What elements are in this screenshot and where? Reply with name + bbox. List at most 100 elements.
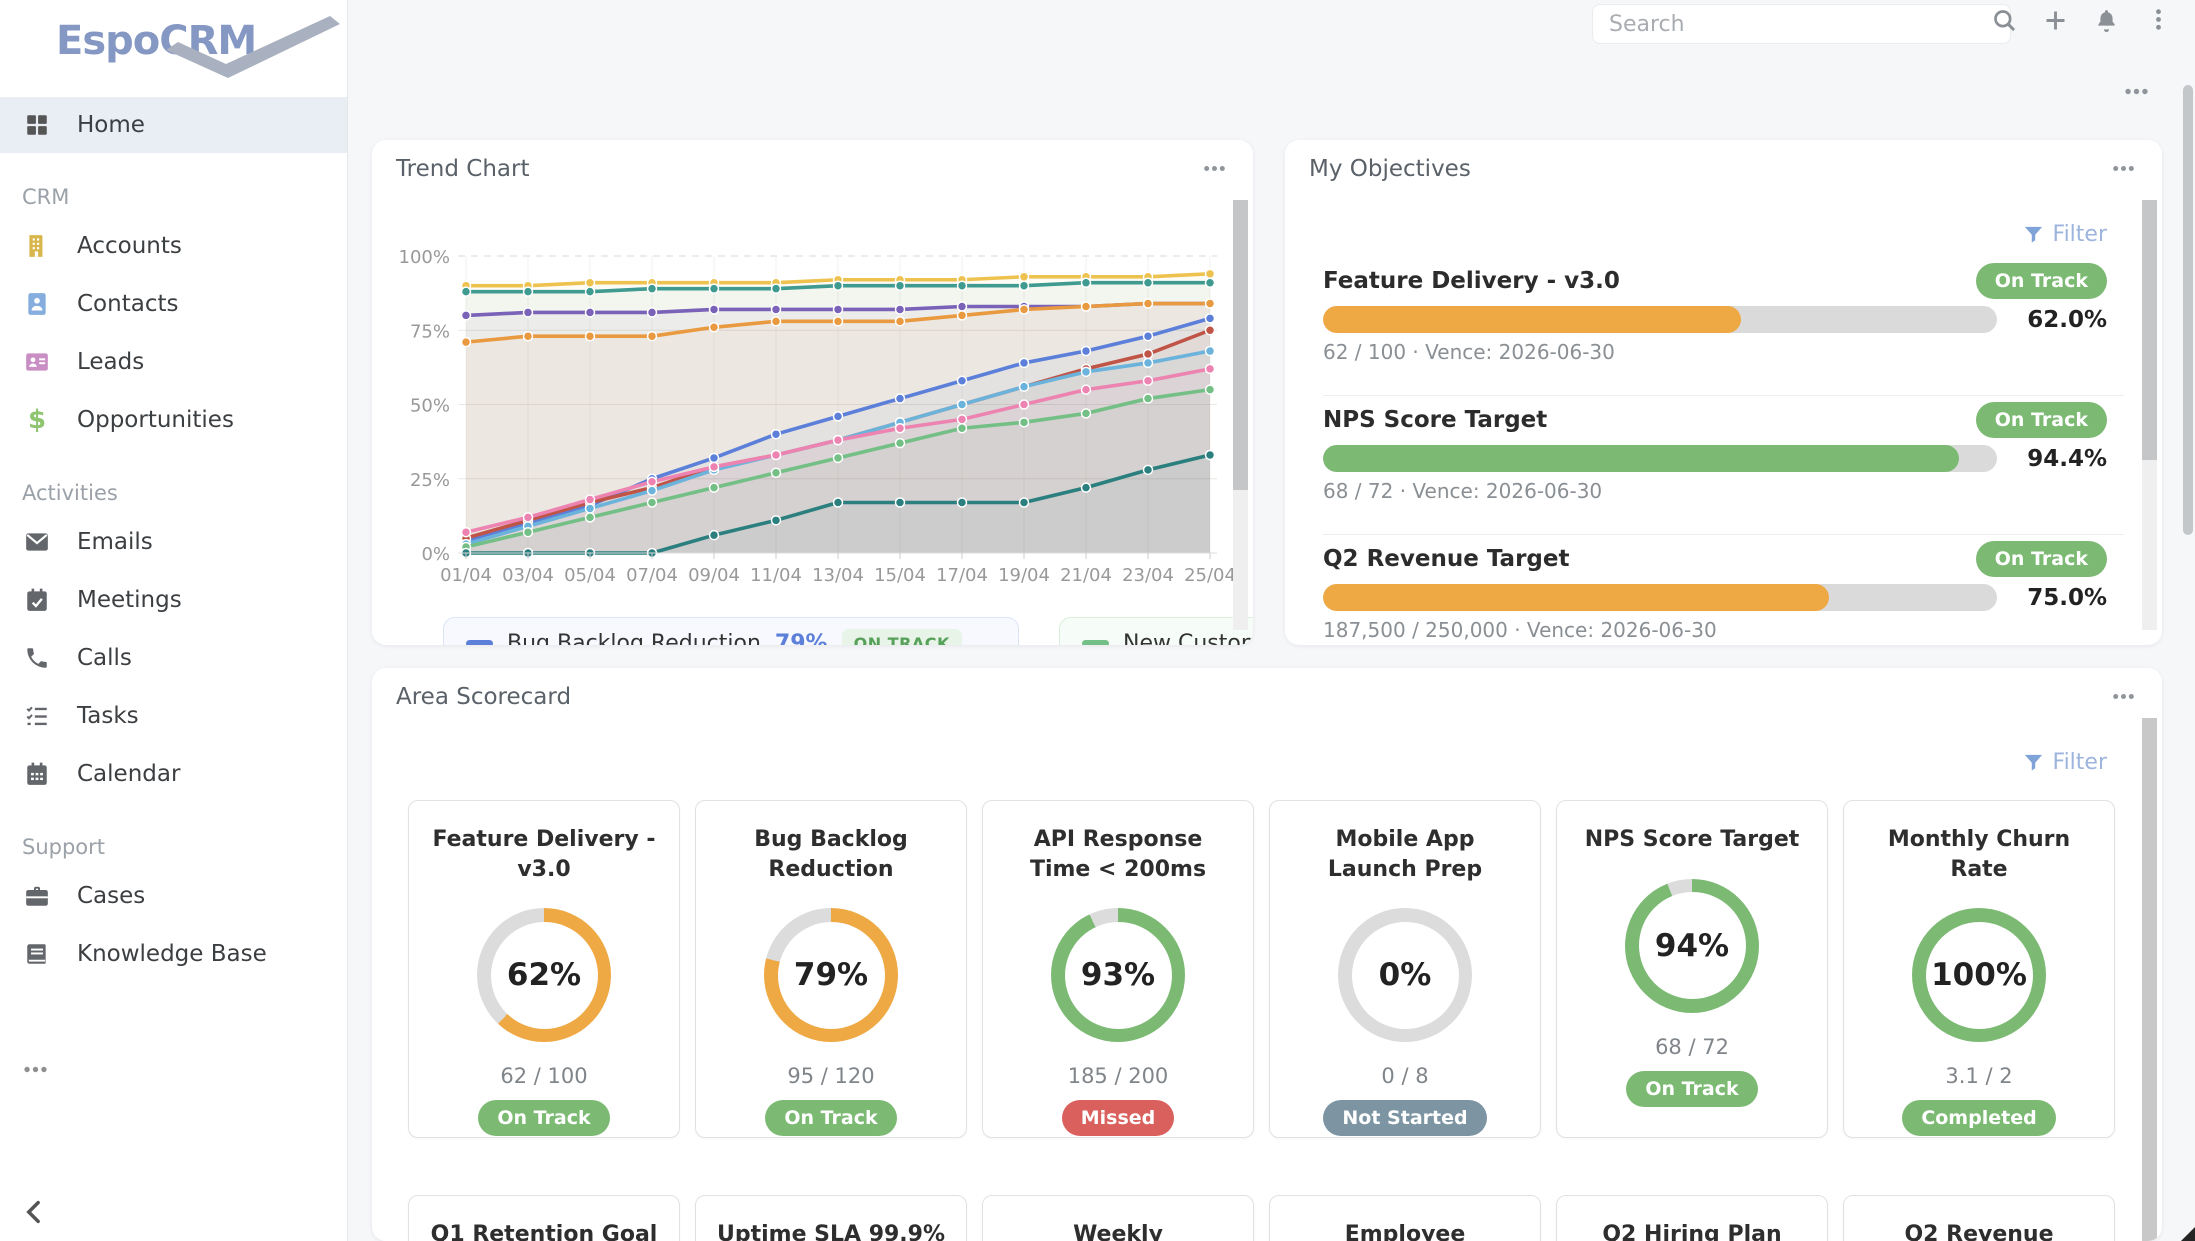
- objectives-scrollbar-thumb[interactable]: [2142, 200, 2157, 460]
- objective-item[interactable]: Q2 Revenue Target On Track 75.0% 187,500 / …: [1323, 541, 2107, 645]
- sidebar-collapse-button[interactable]: [20, 1197, 50, 1227]
- dashboard-ellipsis-menu[interactable]: [2123, 78, 2150, 105]
- quick-create-plus-icon[interactable]: [2042, 7, 2069, 34]
- notifications-bell-icon[interactable]: [2093, 7, 2120, 34]
- sidebar-item-knowledge-base[interactable]: Knowledge Base: [0, 925, 347, 983]
- scorecard-scrollbar-thumb[interactable]: [2142, 718, 2157, 1241]
- dollar-icon: $: [24, 407, 50, 433]
- x-axis-tick-label: 11/04: [750, 565, 802, 586]
- trend-panel-menu-icon[interactable]: [1202, 156, 1227, 181]
- search-input[interactable]: [1592, 4, 2011, 44]
- user-menu-kebab-icon[interactable]: [2146, 7, 2171, 32]
- objective-status-badge: On Track: [1975, 263, 2107, 299]
- card-title: Monthly Churn Rate: [1887, 827, 2071, 882]
- card-donut-chart: 93%: [1051, 908, 1185, 1043]
- objective-item[interactable]: Feature Delivery - v3.0 On Track 62.0% 62 /…: [1323, 263, 2107, 403]
- card-title: Q2 Revenue Target: [1904, 1222, 2054, 1241]
- trend-chart-title: Trend Chart: [396, 156, 530, 182]
- scorecard-card[interactable]: Mobile App Launch Prep 0% 0 / 8 Not Started: [1269, 800, 1541, 1138]
- y-axis-tick-label: 100%: [399, 247, 450, 268]
- x-axis-tick-label: 13/04: [812, 565, 864, 586]
- trend-chart-panel: Trend Chart 0% 25% 50% 75% 100% 01/04 03/04 05/…: [372, 140, 1253, 645]
- card-status-badge: On Track: [478, 1100, 610, 1137]
- legend-series-name: Bug Backlog Reduction: [507, 631, 761, 645]
- sidebar-item-meetings[interactable]: Meetings: [0, 571, 347, 629]
- legend-chip-2[interactable]: New Customer Acqui...55%ON TRACK: [1059, 617, 1253, 645]
- scorecard-card[interactable]: Q2 Revenue Target: [1843, 1195, 2115, 1241]
- legend-series-dash-icon: [1082, 640, 1109, 645]
- sidebar-item-label: Home: [77, 112, 145, 138]
- trend-panel-scrollbar-thumb[interactable]: [1233, 200, 1248, 490]
- sidebar-item-label: Calendar: [77, 761, 181, 787]
- scorecard-card[interactable]: Q1 Retention Goal: [408, 1195, 680, 1241]
- sidebar: EspoCRM Home CRM Accounts Contacts Leads $ Opp…: [0, 0, 348, 1241]
- scorecard-card[interactable]: Feature Delivery - v3.0 62% 62 / 100 On Tra…: [408, 800, 680, 1138]
- card-title: Weekly Deployment: [1073, 1222, 1163, 1241]
- legend-series-dash-icon: [466, 640, 493, 645]
- legend-status-badge: ON TRACK: [841, 629, 962, 645]
- scorecard-card[interactable]: Bug Backlog Reduction 79% 95 / 120 On Track: [695, 800, 967, 1138]
- objectives-panel-menu-icon[interactable]: [2111, 156, 2136, 181]
- card-status-badge: On Track: [1626, 1070, 1758, 1107]
- sidebar-item-emails[interactable]: Emails: [0, 513, 347, 571]
- scorecard-card[interactable]: Weekly Deployment: [982, 1195, 1254, 1241]
- sidebar-item-label: Accounts: [77, 233, 182, 259]
- sidebar-section-label: Support: [22, 835, 106, 859]
- sidebar-more-menu[interactable]: [22, 1056, 49, 1083]
- card-title: Uptime SLA 99.9%: [716, 1222, 946, 1241]
- sidebar-item-calendar[interactable]: Calendar: [0, 745, 347, 803]
- sidebar-item-contacts[interactable]: Contacts: [0, 275, 347, 333]
- objective-item[interactable]: NPS Score Target On Track 94.4% 68 / 72 · V…: [1323, 402, 2107, 542]
- sidebar-item-home[interactable]: Home: [0, 97, 347, 153]
- scorecard-card[interactable]: NPS Score Target 94% 68 / 72 On Track: [1556, 800, 1828, 1138]
- card-title: NPS Score Target: [1584, 827, 1800, 852]
- book-icon: [24, 941, 50, 967]
- svg-text:$: $: [28, 407, 46, 433]
- objective-progress-fill: [1323, 445, 1960, 472]
- scorecard-card[interactable]: Q2 Hiring Plan: [1556, 1195, 1828, 1241]
- espocrm-logo[interactable]: EspoCRM: [56, 16, 340, 80]
- sidebar-item-accounts[interactable]: Accounts: [0, 217, 347, 275]
- y-axis-tick-label: 25%: [410, 470, 450, 491]
- card-progress-fraction: 3.1 / 2: [1945, 1064, 2013, 1089]
- page-scrollbar-thumb[interactable]: [2183, 85, 2193, 535]
- sidebar-item-leads[interactable]: Leads: [0, 333, 347, 391]
- scorecard-card[interactable]: Employee Satisfaction: [1269, 1195, 1541, 1241]
- card-progress-fraction: 185 / 200: [1067, 1064, 1169, 1089]
- sidebar-section-label: Activities: [22, 481, 118, 505]
- objective-subtitle: 68 / 72 · Vence: 2026-06-30: [1323, 479, 1603, 503]
- scorecard-card[interactable]: API Response Time < 200ms 93% 185 / 200 Mis…: [982, 800, 1254, 1138]
- envelope-icon: [24, 529, 50, 555]
- card-title: Q2 Hiring Plan: [1602, 1222, 1782, 1241]
- scorecard-card[interactable]: Uptime SLA 99.9%: [695, 1195, 967, 1241]
- sidebar-item-cases[interactable]: Cases: [0, 867, 347, 925]
- x-axis-tick-label: 07/04: [626, 565, 678, 586]
- sidebar-section-label: CRM: [22, 185, 70, 209]
- search-icon[interactable]: [1991, 7, 2018, 34]
- idcard-icon: [24, 349, 50, 375]
- scorecard-filter-link[interactable]: Filter: [2022, 750, 2107, 775]
- filter-funnel-icon: [2022, 223, 2045, 246]
- objective-status-badge: On Track: [1975, 402, 2107, 438]
- scorecard-panel-menu-icon[interactable]: [2111, 684, 2136, 709]
- legend-chip-1[interactable]: Bug Backlog Reduction 79% ON TRACK: [443, 617, 1019, 645]
- card-title: Feature Delivery - v3.0: [432, 827, 656, 882]
- scorecard-card[interactable]: Monthly Churn Rate 100% 3.1 / 2 Completed: [1843, 800, 2115, 1138]
- sidebar-item-calls[interactable]: Calls: [0, 629, 347, 687]
- objective-progress-track: [1323, 306, 1997, 333]
- card-status-badge: Completed: [1902, 1100, 2056, 1137]
- card-donut-pct: 0%: [1378, 957, 1432, 994]
- objectives-filter-link[interactable]: Filter: [2022, 222, 2107, 247]
- objective-progress-track: [1323, 584, 1997, 611]
- sidebar-item-tasks[interactable]: Tasks: [0, 687, 347, 745]
- objective-divider: [1323, 534, 2124, 535]
- sidebar-item-opportunities[interactable]: $ Opportunities: [0, 391, 347, 449]
- x-axis-tick-label: 23/04: [1122, 565, 1174, 586]
- sidebar-item-label: Knowledge Base: [77, 941, 267, 967]
- legend-series-pct: 79%: [774, 631, 828, 645]
- legend-series-name: New Customer Acqui...: [1123, 631, 1253, 645]
- trend-panel-scrollbar-track[interactable]: [1233, 200, 1248, 630]
- objectives-scrollbar-track[interactable]: [2142, 200, 2157, 630]
- objective-status-badge: On Track: [1975, 541, 2107, 577]
- my-objectives-title: My Objectives: [1309, 156, 1471, 182]
